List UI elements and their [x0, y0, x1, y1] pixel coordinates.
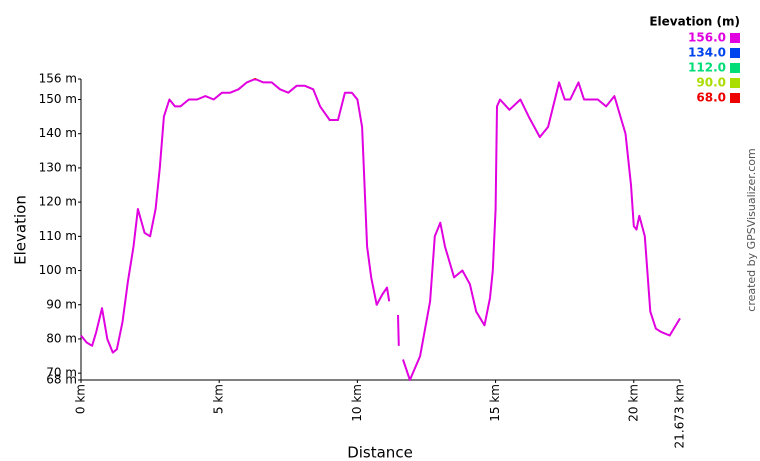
legend-label: 90.0 — [696, 76, 726, 90]
y-tick-label: 120 m — [39, 195, 77, 209]
legend-label: 156.0 — [688, 31, 726, 45]
legend-label: 112.0 — [688, 61, 726, 75]
legend-swatch — [730, 33, 740, 43]
legend-title: Elevation (m) — [649, 15, 740, 29]
legend-swatch — [730, 93, 740, 103]
legend-swatch — [730, 63, 740, 73]
legend-label: 68.0 — [696, 91, 726, 105]
y-tick-label: 80 m — [46, 331, 77, 345]
y-axis-title: Elevation — [12, 195, 30, 265]
y-tick-label: 130 m — [39, 160, 77, 174]
elevation-line — [80, 78, 681, 381]
y-tick-label: 90 m — [46, 297, 77, 311]
credit: created by GPSVisualizer.com — [745, 148, 758, 311]
x-axis-title: Distance — [347, 444, 413, 461]
y-tick-label: 150 m — [39, 92, 77, 106]
x-tick-label: 0 km — [74, 384, 88, 414]
legend-swatch — [730, 48, 740, 58]
y-tick-label: 156 m — [39, 72, 77, 86]
y-tick-label: 70 m — [46, 366, 77, 380]
legend-label: 134.0 — [688, 46, 726, 60]
x-tick-label: 21.673 km — [673, 384, 687, 448]
x-tick-label: 5 km — [212, 384, 226, 414]
x-tick-label: 10 km — [350, 384, 364, 422]
legend-swatch — [730, 78, 740, 88]
y-tick-label: 140 m — [39, 126, 77, 140]
y-tick-label: 110 m — [39, 229, 77, 243]
x-tick-label: 15 km — [488, 384, 502, 422]
y-tick-label: 100 m — [39, 263, 77, 277]
x-tick-label: 20 km — [626, 384, 640, 422]
y-tick-label: 68 m — [46, 373, 77, 387]
